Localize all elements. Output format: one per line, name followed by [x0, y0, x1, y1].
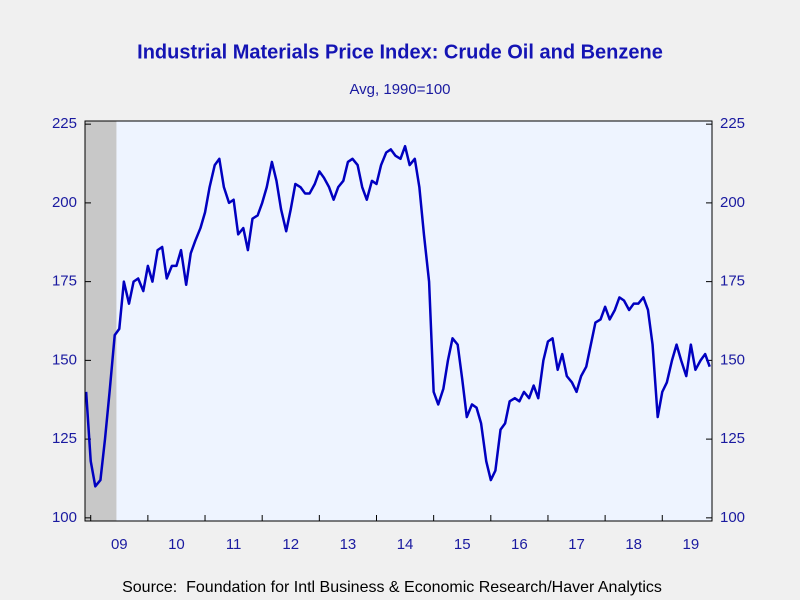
- chart-subtitle: Avg, 1990=100: [349, 81, 450, 98]
- y-tick-label: 100: [52, 509, 77, 526]
- y-tick-label: 150: [52, 351, 77, 368]
- x-tick-label: 18: [625, 536, 642, 553]
- x-tick-label: 10: [168, 536, 185, 553]
- y2-tick-label: 100: [720, 509, 745, 526]
- y2-tick-label: 150: [720, 351, 745, 368]
- y2-tick-label: 175: [720, 273, 745, 290]
- x-tick-label: 11: [226, 536, 242, 553]
- y-tick-label: 175: [52, 273, 77, 290]
- x-tick-label: 12: [282, 536, 299, 553]
- y2-tick-label: 125: [720, 430, 745, 447]
- x-tick-label: 14: [397, 536, 414, 553]
- data-line: [84, 144, 711, 488]
- plot-background: [85, 121, 712, 521]
- y2-tick-label: 200: [720, 194, 745, 211]
- plot-frame: [84, 120, 713, 522]
- y-tick-label: 225: [52, 115, 77, 132]
- x-tick-label: 15: [454, 536, 471, 553]
- y2-tick-label: 225: [720, 115, 745, 132]
- x-tick-label: 19: [683, 536, 700, 553]
- x-tick-label: 09: [111, 536, 128, 553]
- x-tick-label: 17: [568, 536, 585, 553]
- y-tick-label: 200: [52, 194, 77, 211]
- source-note: Source: Foundation for Intl Business & E…: [122, 579, 662, 596]
- chart-title: Industrial Materials Price Index: Crude …: [137, 41, 663, 63]
- x-tick-label: 16: [511, 536, 528, 553]
- x-tick-label: 13: [340, 536, 357, 553]
- y-tick-label: 125: [52, 430, 77, 447]
